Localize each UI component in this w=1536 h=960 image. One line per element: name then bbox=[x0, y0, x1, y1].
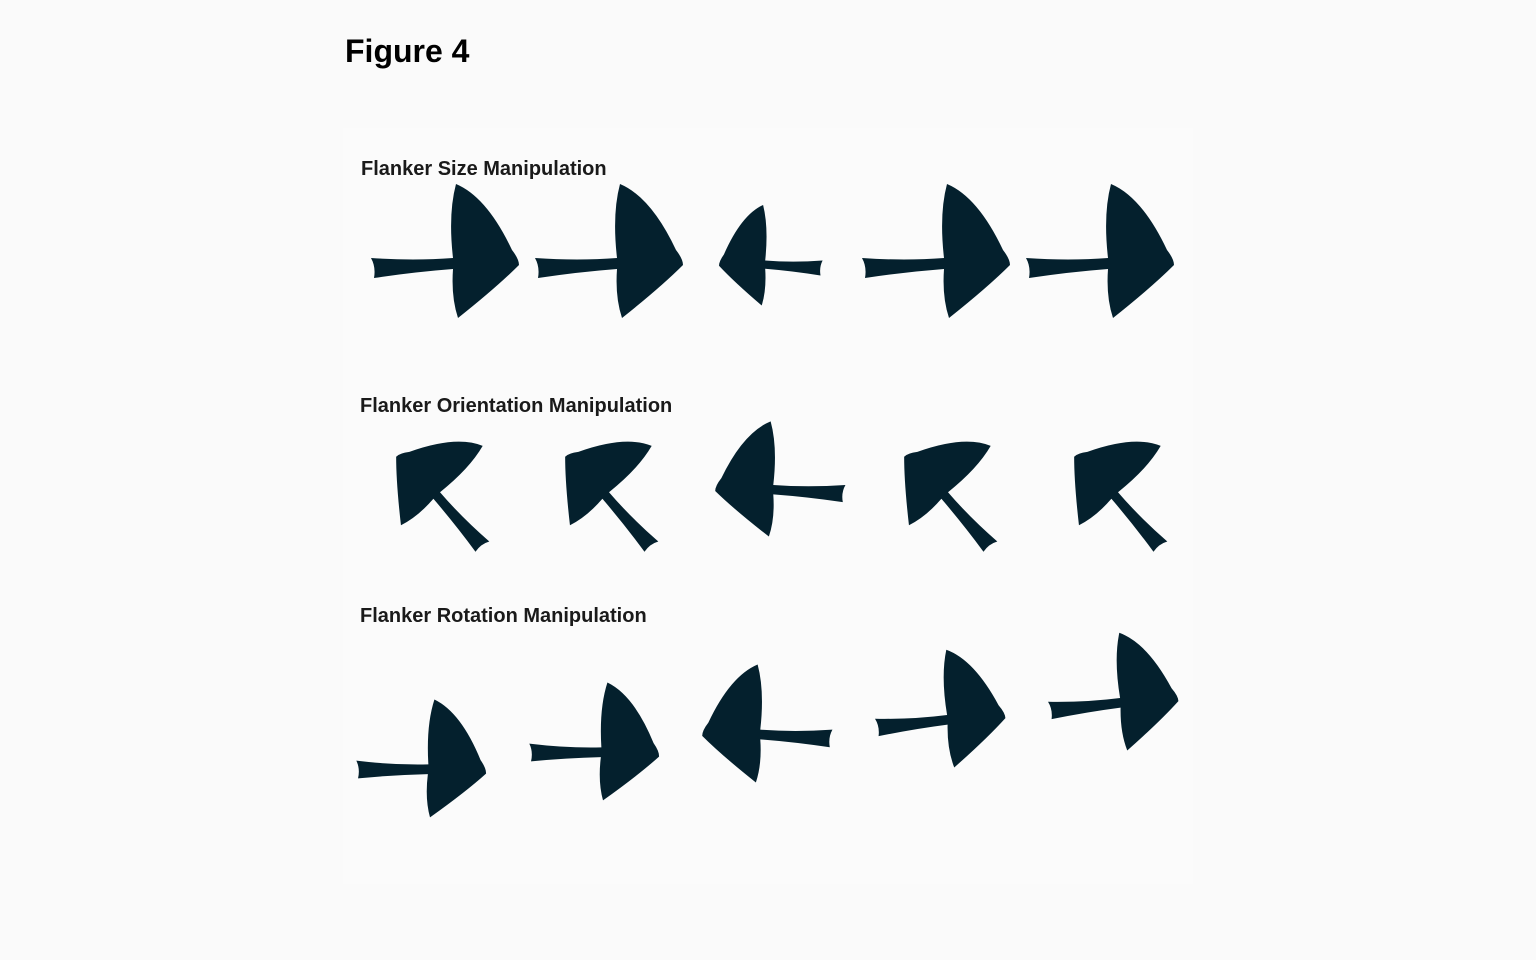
bird-icon bbox=[526, 678, 663, 804]
bird-icon bbox=[872, 408, 1042, 578]
bird-icon bbox=[371, 184, 519, 318]
bird-icon bbox=[533, 408, 703, 578]
figure-title: Figure 4 bbox=[345, 33, 470, 69]
bird-icon bbox=[702, 664, 833, 783]
bird-icon bbox=[535, 184, 683, 318]
bird-icon bbox=[364, 408, 534, 578]
bird-icon bbox=[862, 184, 1010, 318]
bird-icon bbox=[1042, 408, 1212, 578]
bird-icon bbox=[871, 646, 1008, 772]
row-title-rotation: Flanker Rotation Manipulation bbox=[360, 605, 647, 627]
bird-icon bbox=[353, 695, 490, 821]
bird-icon bbox=[1044, 629, 1181, 755]
bird-icon bbox=[719, 205, 823, 306]
bird-icon bbox=[1026, 184, 1174, 318]
bird-icon bbox=[715, 421, 846, 537]
row-orientation bbox=[364, 408, 1212, 578]
row-title-size: Flanker Size Manipulation bbox=[361, 158, 607, 180]
row-rotation bbox=[353, 629, 1181, 821]
row-title-orientation: Flanker Orientation Manipulation bbox=[360, 395, 673, 417]
row-size bbox=[371, 184, 1174, 318]
